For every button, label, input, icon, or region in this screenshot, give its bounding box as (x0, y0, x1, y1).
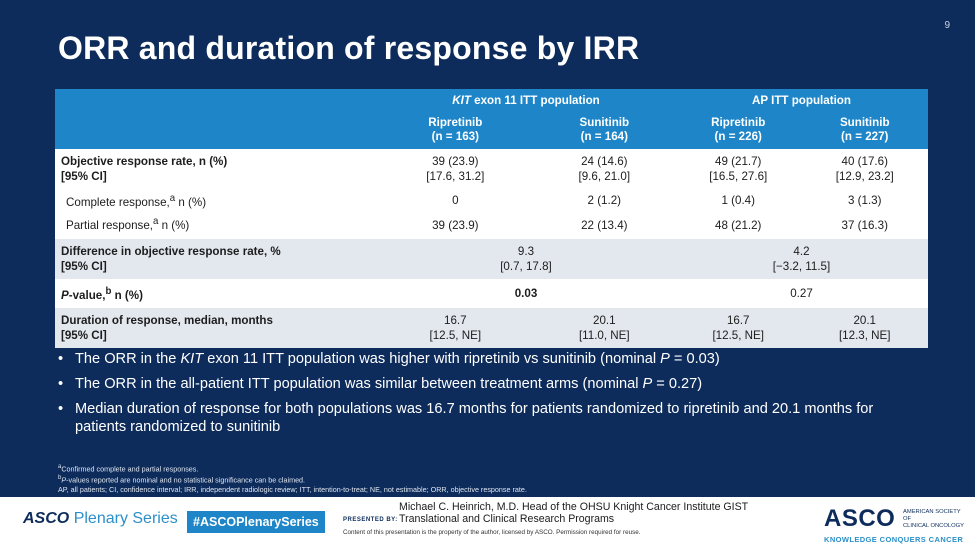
cell: 20.1 [11.0, NE] (533, 307, 675, 348)
row-label: Objective response rate, n (%) [95% CI] (55, 149, 377, 189)
header-blank (55, 113, 377, 149)
cell: 0 (377, 189, 534, 212)
hashtag-badge: #ASCOPlenarySeries (187, 511, 325, 533)
cell: 16.7 [12.5, NE] (377, 307, 534, 348)
bullet-item: The ORR in the all-patient ITT populatio… (58, 375, 918, 393)
row-label: Partial response,a n (%) (55, 211, 377, 239)
cell: 3 (1.3) (801, 189, 928, 212)
row-label: P-value,b n (%) (55, 278, 377, 308)
cell: 22 (13.4) (533, 211, 675, 239)
row-label: Duration of response, median, months [95%… (55, 307, 377, 348)
footnote-a: aConfirmed complete and partial response… (58, 464, 199, 474)
row-label: Complete response,a n (%) (55, 189, 377, 212)
footnotes: aConfirmed complete and partial response… (58, 463, 527, 495)
row-partial-response: Partial response,a n (%) 39 (23.9) 22 (1… (55, 211, 928, 239)
header-arm-ap-ripretinib: Ripretinib (n = 226) (674, 113, 802, 149)
cell: 1 (0.4) (674, 189, 802, 212)
row-p-value: P-value,b n (%) 0.03 0.27 (55, 278, 928, 308)
bullet-item: The ORR in the KIT exon 11 ITT populatio… (58, 350, 918, 368)
bullet-item: Median duration of response for both pop… (58, 400, 918, 436)
header-ap-population: AP ITT population (674, 89, 928, 113)
cell: 39 (23.9) (377, 211, 534, 239)
cell-ap-p-value: 0.27 (674, 278, 928, 308)
header-arm-ap-sunitinib: Sunitinib (n = 227) (801, 113, 928, 149)
row-complete-response: Complete response,a n (%) 0 2 (1.2) 1 (0… (55, 189, 928, 212)
cell: 24 (14.6) [9.6, 21.0] (533, 149, 675, 189)
asco-logo: ASCO AMERICAN SOCIETY OF CLINICAL ONCOLOG… (824, 505, 964, 544)
cell-kit-p-value: 0.03 (377, 278, 675, 308)
row-duration-of-response: Duration of response, median, months [95%… (55, 307, 928, 348)
bullet-list: The ORR in the KIT exon 11 ITT populatio… (58, 350, 918, 443)
slide-number: 9 (944, 20, 950, 31)
header-kit-population: KIT exon 11 ITT population (377, 89, 675, 113)
cell: 16.7 [12.5, NE] (674, 307, 802, 348)
results-table: KIT exon 11 ITT population AP ITT popula… (55, 89, 928, 348)
row-label: Difference in objective response rate, %… (55, 238, 377, 279)
footer-bar: ASCO Plenary Series #ASCOPlenarySeries P… (0, 497, 975, 548)
header-arm-kit-sunitinib: Sunitinib (n = 164) (533, 113, 675, 149)
cell-ap-difference: 4.2 [−3.2, 11.5] (674, 238, 928, 279)
cell: 37 (16.3) (801, 211, 928, 239)
cell-kit-difference: 9.3 [0.7, 17.8] (377, 238, 675, 279)
cell: 39 (23.9) [17.6, 31.2] (377, 149, 534, 189)
cell: 40 (17.6) [12.9, 23.2] (801, 149, 928, 189)
cell: 2 (1.2) (533, 189, 675, 212)
footnote-abbreviations: AP, all patients; CI, confidence interva… (58, 484, 527, 494)
plenary-series-logo: ASCO Plenary Series (23, 510, 178, 527)
cell: 49 (21.7) [16.5, 27.6] (674, 149, 802, 189)
footnote-b: bP-values reported are nominal and no st… (58, 474, 306, 485)
slide-title: ORR and duration of response by IRR (58, 30, 640, 66)
header-arm-kit-ripretinib: Ripretinib (n = 163) (377, 113, 534, 149)
presenter-info: Michael C. Heinrich, M.D. Head of the OH… (399, 501, 749, 526)
cell: 20.1 [12.3, NE] (801, 307, 928, 348)
presented-by-label: PRESENTED BY: (343, 517, 398, 523)
header-blank (55, 89, 377, 113)
cell: 48 (21.2) (674, 211, 802, 239)
row-difference: Difference in objective response rate, %… (55, 238, 928, 279)
row-orr: Objective response rate, n (%) [95% CI] 3… (55, 149, 928, 189)
disclaimer: Content of this presentation is the prop… (343, 529, 641, 536)
